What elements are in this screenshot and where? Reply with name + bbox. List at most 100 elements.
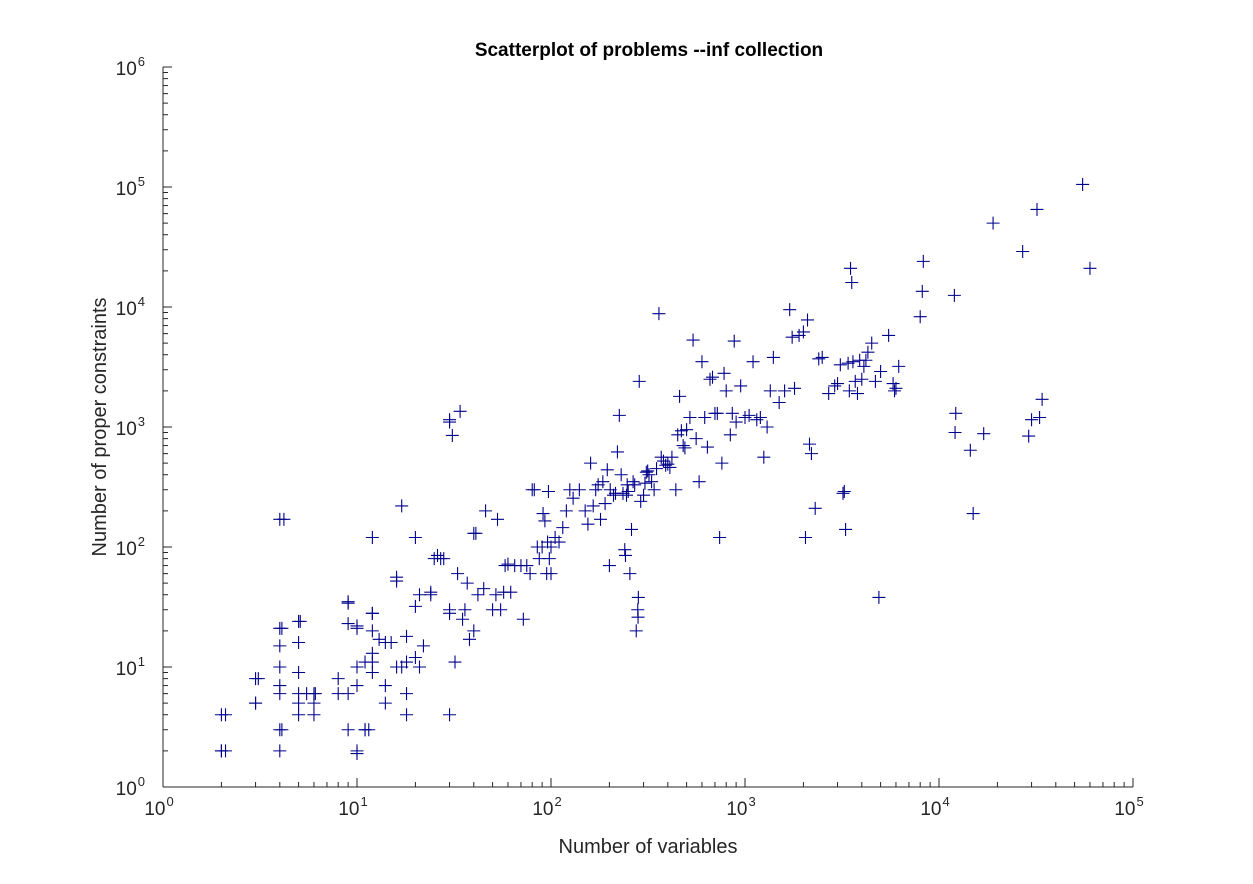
data-point <box>362 723 376 737</box>
data-point <box>652 307 666 321</box>
data-point <box>384 636 398 650</box>
data-point <box>544 540 558 554</box>
data-point <box>798 530 812 544</box>
data-point <box>680 423 694 437</box>
data-point <box>516 612 530 626</box>
data-point <box>783 303 797 317</box>
data-point <box>424 585 438 599</box>
data-point <box>408 650 422 664</box>
data-point <box>637 488 651 502</box>
data-point <box>889 381 903 395</box>
data-point <box>273 639 287 653</box>
data-point <box>489 588 503 602</box>
data-point <box>621 485 635 499</box>
data-point <box>566 491 580 505</box>
data-point <box>868 374 882 388</box>
data-point <box>578 504 592 518</box>
data-point <box>467 624 481 638</box>
data-point <box>692 475 706 489</box>
data-point <box>219 744 233 758</box>
data-point <box>341 723 355 737</box>
data-point <box>628 478 642 492</box>
data-point <box>453 404 467 418</box>
data-point <box>734 379 748 393</box>
data-point <box>1035 392 1049 406</box>
data-point <box>596 475 610 489</box>
data-point <box>556 521 570 535</box>
data-point <box>365 530 379 544</box>
data-point <box>491 512 505 526</box>
data-point <box>456 612 470 626</box>
data-point <box>1083 261 1097 275</box>
data-point <box>678 441 692 455</box>
data-point <box>686 333 700 347</box>
data-point <box>408 530 422 544</box>
data-point <box>719 384 733 398</box>
data-point <box>874 365 888 379</box>
data-point <box>848 374 862 388</box>
data-point <box>400 629 414 643</box>
data-point <box>723 428 737 442</box>
data-point <box>822 387 836 401</box>
data-point <box>947 288 961 302</box>
data-point <box>501 557 515 571</box>
data-point <box>559 504 573 518</box>
data-point <box>669 483 683 497</box>
data-point <box>986 216 1000 230</box>
data-point <box>408 599 422 613</box>
data-point <box>307 708 321 722</box>
data-point <box>350 747 364 761</box>
data-point <box>977 427 991 441</box>
data-point <box>437 552 451 566</box>
data-point <box>541 535 555 549</box>
chart-title: Scatterplot of problems --inf collection <box>475 40 823 61</box>
x-axis-label: Number of variables <box>559 836 738 858</box>
y-axis-label: Number of proper constraints <box>89 297 111 556</box>
data-point <box>1033 410 1047 424</box>
data-point <box>631 590 645 604</box>
data-point <box>273 660 287 674</box>
data-point <box>443 606 457 620</box>
data-point <box>639 465 653 479</box>
data-point <box>966 507 980 521</box>
data-point <box>1030 202 1044 216</box>
data-point <box>586 499 600 513</box>
data-point <box>706 370 720 384</box>
data-point <box>663 460 677 474</box>
data-point <box>431 548 445 562</box>
data-point <box>451 567 465 581</box>
data-point <box>828 379 842 393</box>
data-points <box>214 177 1097 761</box>
data-point <box>598 497 612 511</box>
data-point <box>395 499 409 513</box>
data-point <box>619 488 633 502</box>
data-point <box>815 350 829 364</box>
data-point <box>277 512 291 526</box>
data-point <box>837 485 851 499</box>
data-point <box>836 486 850 500</box>
data-point <box>602 559 616 573</box>
data-point <box>647 483 661 497</box>
data-point <box>833 358 847 372</box>
data-point <box>458 603 472 617</box>
data-point <box>634 494 648 508</box>
data-point <box>804 447 818 461</box>
data-point <box>700 440 714 454</box>
data-point <box>850 387 864 401</box>
data-point <box>594 512 608 526</box>
data-point <box>443 708 457 722</box>
data-point <box>1016 245 1030 259</box>
data-point <box>350 679 364 693</box>
data-point <box>949 406 963 420</box>
data-point <box>341 595 355 609</box>
data-point <box>400 655 414 669</box>
data-point <box>638 476 652 490</box>
data-point <box>801 313 815 327</box>
data-point <box>542 552 556 566</box>
data-point <box>504 585 518 599</box>
data-point <box>494 603 508 617</box>
data-point <box>365 624 379 638</box>
data-point <box>552 535 566 549</box>
